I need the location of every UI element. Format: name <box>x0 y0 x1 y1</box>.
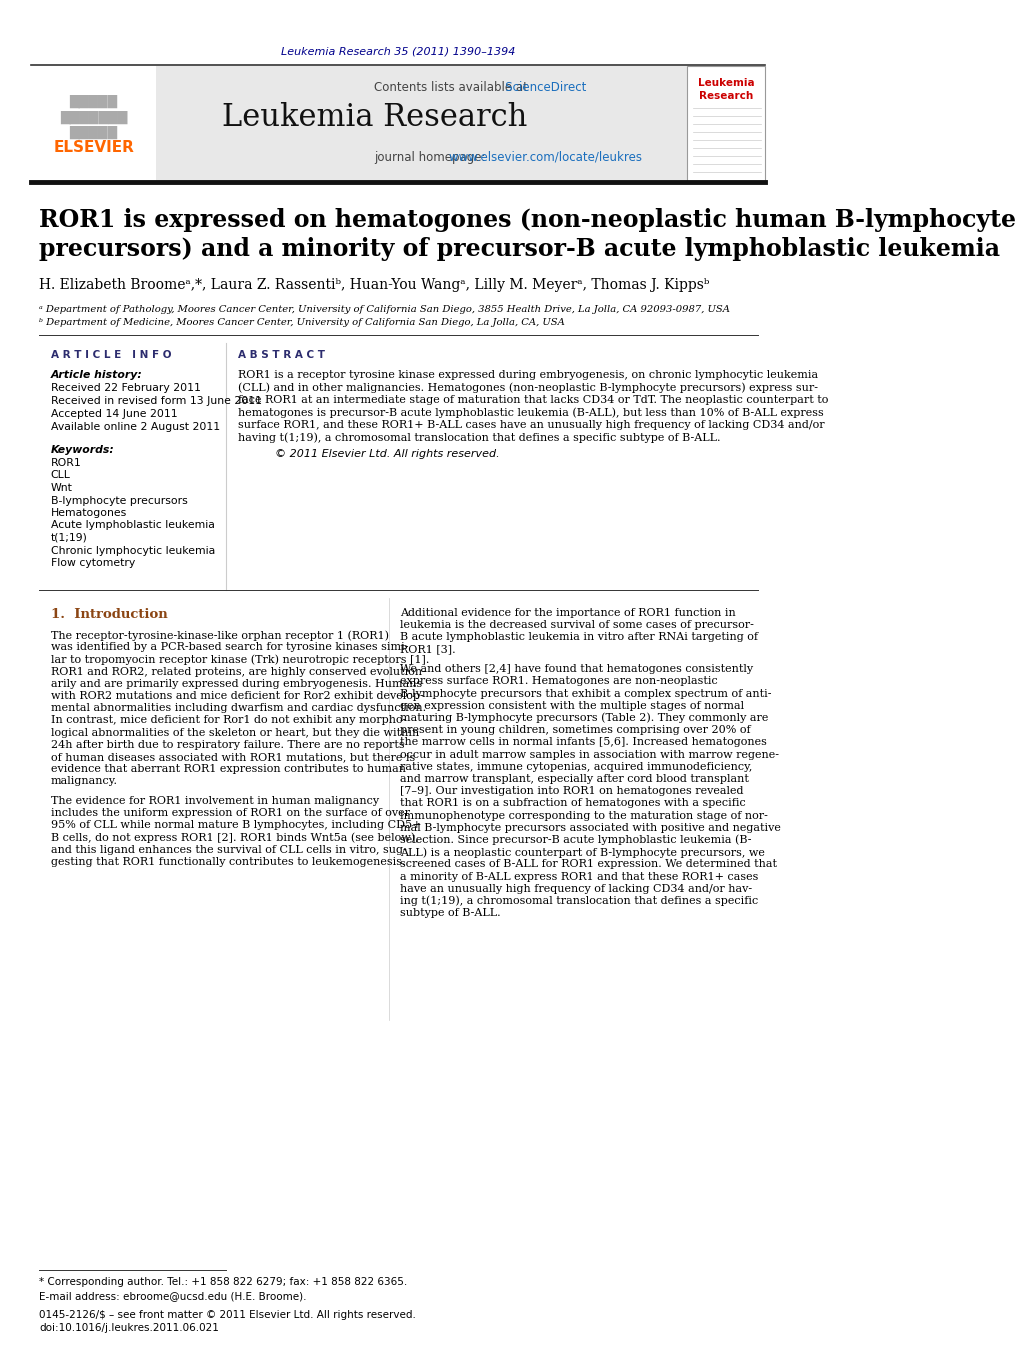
Text: evidence that aberrant ROR1 expression contributes to human: evidence that aberrant ROR1 expression c… <box>51 765 405 774</box>
Text: Chronic lymphocytic leukemia: Chronic lymphocytic leukemia <box>51 546 215 555</box>
Text: The evidence for ROR1 involvement in human malignancy: The evidence for ROR1 involvement in hum… <box>51 796 379 807</box>
Text: precursors) and a minority of precursor-B acute lymphoblastic leukemia: precursors) and a minority of precursor-… <box>39 236 1000 261</box>
Text: leukemia is the decreased survival of some cases of precursor-: leukemia is the decreased survival of so… <box>400 620 755 630</box>
Text: Wnt: Wnt <box>51 484 72 493</box>
Text: rative states, immune cytopenias, acquired immunodeficiency,: rative states, immune cytopenias, acquir… <box>400 762 752 771</box>
Text: malignancy.: malignancy. <box>51 777 117 786</box>
Text: gen expression consistent with the multiple stages of normal: gen expression consistent with the multi… <box>400 701 744 711</box>
Text: Hematogones: Hematogones <box>51 508 127 517</box>
Text: ROR1 [3].: ROR1 [3]. <box>400 644 455 655</box>
Text: ᵃ Department of Pathology, Moores Cancer Center, University of California San Di: ᵃ Department of Pathology, Moores Cancer… <box>39 305 730 313</box>
Text: selection. Since precursor-B acute lymphoblastic leukemia (B-: selection. Since precursor-B acute lymph… <box>400 835 751 846</box>
Text: 0145-2126/$ – see front matter © 2011 Elsevier Ltd. All rights reserved.: 0145-2126/$ – see front matter © 2011 El… <box>39 1310 416 1320</box>
Text: The receptor-tyrosine-kinase-like orphan receptor 1 (ROR1): The receptor-tyrosine-kinase-like orphan… <box>51 630 389 640</box>
Text: Available online 2 August 2011: Available online 2 August 2011 <box>51 422 220 432</box>
Text: present in young children, sometimes comprising over 20% of: present in young children, sometimes com… <box>400 725 750 735</box>
Text: arily and are primarily expressed during embryogenesis. Humans: arily and are primarily expressed during… <box>51 678 422 689</box>
Text: A R T I C L E   I N F O: A R T I C L E I N F O <box>51 350 172 359</box>
Text: ELSEVIER: ELSEVIER <box>53 141 134 155</box>
Text: ROR1: ROR1 <box>51 458 82 467</box>
Text: B acute lymphoblastic leukemia in vitro after RNAi targeting of: B acute lymphoblastic leukemia in vitro … <box>400 632 759 642</box>
Text: a minority of B-ALL express ROR1 and that these ROR1+ cases: a minority of B-ALL express ROR1 and tha… <box>400 871 759 881</box>
Text: Leukemia Research 35 (2011) 1390–1394: Leukemia Research 35 (2011) 1390–1394 <box>282 47 516 57</box>
Text: Received in revised form 13 June 2011: Received in revised form 13 June 2011 <box>51 396 261 407</box>
Text: Keywords:: Keywords: <box>51 444 114 455</box>
Text: CLL: CLL <box>51 470 70 481</box>
Text: mental abnormalities including dwarfism and cardiac dysfunction.: mental abnormalities including dwarfism … <box>51 704 426 713</box>
Text: www.elsevier.com/locate/leukres: www.elsevier.com/locate/leukres <box>375 150 642 163</box>
Text: screened cases of B-ALL for ROR1 expression. We determined that: screened cases of B-ALL for ROR1 express… <box>400 859 777 869</box>
Text: B-lymphocyte precursors: B-lymphocyte precursors <box>51 496 188 505</box>
Text: lar to tropomyocin receptor kinase (Trk) neurotropic receptors [1].: lar to tropomyocin receptor kinase (Trk)… <box>51 654 429 665</box>
Text: ROR1 and ROR2, related proteins, are highly conserved evolution-: ROR1 and ROR2, related proteins, are hig… <box>51 666 426 677</box>
Text: includes the uniform expression of ROR1 on the surface of over: includes the uniform expression of ROR1 … <box>51 808 409 819</box>
Text: * Corresponding author. Tel.: +1 858 822 6279; fax: +1 858 822 6365.: * Corresponding author. Tel.: +1 858 822… <box>39 1277 407 1288</box>
Text: H. Elizabeth Broomeᵃ,*, Laura Z. Rassentiᵇ, Huan-You Wangᵃ, Lilly M. Meyerᵃ, Tho: H. Elizabeth Broomeᵃ,*, Laura Z. Rassent… <box>39 278 710 292</box>
Text: E-mail address: ebroome@ucsd.edu (H.E. Broome).: E-mail address: ebroome@ucsd.edu (H.E. B… <box>39 1292 306 1301</box>
Text: the marrow cells in normal infants [5,6]. Increased hematogones: the marrow cells in normal infants [5,6]… <box>400 738 767 747</box>
Text: hematogones is precursor-B acute lymphoblastic leukemia (B-ALL), but less than 1: hematogones is precursor-B acute lymphob… <box>238 408 824 417</box>
Text: ROR1 is a receptor tyrosine kinase expressed during embryogenesis, on chronic ly: ROR1 is a receptor tyrosine kinase expre… <box>238 370 818 380</box>
Text: Leukemia Research: Leukemia Research <box>222 103 527 134</box>
Text: Research: Research <box>699 91 753 101</box>
Text: ᵇ Department of Medicine, Moores Cancer Center, University of California San Die: ᵇ Department of Medicine, Moores Cancer … <box>39 317 565 327</box>
Text: subtype of B-ALL.: subtype of B-ALL. <box>400 908 501 919</box>
Text: Leukemia: Leukemia <box>698 78 755 88</box>
Text: journal homepage:: journal homepage: <box>375 150 490 163</box>
Text: doi:10.1016/j.leukres.2011.06.021: doi:10.1016/j.leukres.2011.06.021 <box>39 1323 218 1333</box>
Text: ScienceDirect: ScienceDirect <box>375 81 587 95</box>
Text: We and others [2,4] have found that hematogones consistently: We and others [2,4] have found that hema… <box>400 665 753 674</box>
Text: logical abnormalities of the skeleton or heart, but they die within: logical abnormalities of the skeleton or… <box>51 728 419 738</box>
Text: Received 22 February 2011: Received 22 February 2011 <box>51 382 200 393</box>
Text: face ROR1 at an intermediate stage of maturation that lacks CD34 or TdT. The neo: face ROR1 at an intermediate stage of ma… <box>238 394 828 405</box>
Text: Additional evidence for the importance of ROR1 function in: Additional evidence for the importance o… <box>400 608 736 617</box>
Text: B-lymphocyte precursors that exhibit a complex spectrum of anti-: B-lymphocyte precursors that exhibit a c… <box>400 689 772 698</box>
Text: ALL) is a neoplastic counterpart of B-lymphocyte precursors, we: ALL) is a neoplastic counterpart of B-ly… <box>400 847 765 858</box>
Text: mal B-lymphocyte precursors associated with positive and negative: mal B-lymphocyte precursors associated w… <box>400 823 781 832</box>
Text: Flow cytometry: Flow cytometry <box>51 558 135 567</box>
Text: © 2011 Elsevier Ltd. All rights reserved.: © 2011 Elsevier Ltd. All rights reserved… <box>275 449 499 459</box>
Text: surface ROR1, and these ROR1+ B-ALL cases have an unusually high frequency of la: surface ROR1, and these ROR1+ B-ALL case… <box>238 420 825 430</box>
Text: 1.  Introduction: 1. Introduction <box>51 608 167 621</box>
Text: that ROR1 is on a subfraction of hematogones with a specific: that ROR1 is on a subfraction of hematog… <box>400 798 746 808</box>
Text: 24h after birth due to respiratory failure. There are no reports: 24h after birth due to respiratory failu… <box>51 740 404 750</box>
Text: ROR1 is expressed on hematogones (non-neoplastic human B-lymphocyte: ROR1 is expressed on hematogones (non-ne… <box>39 208 1016 232</box>
Text: Accepted 14 June 2011: Accepted 14 June 2011 <box>51 409 178 419</box>
Text: In contrast, mice deficient for Ror1 do not exhibit any morpho-: In contrast, mice deficient for Ror1 do … <box>51 716 406 725</box>
Text: Article history:: Article history: <box>51 370 143 380</box>
FancyBboxPatch shape <box>32 66 687 182</box>
Text: was identified by a PCR-based search for tyrosine kinases simi-: was identified by a PCR-based search for… <box>51 642 408 653</box>
Text: t(1;19): t(1;19) <box>51 534 88 543</box>
Text: occur in adult marrow samples in association with marrow regene-: occur in adult marrow samples in associa… <box>400 750 779 759</box>
Text: maturing B-lymphocyte precursors (Table 2). They commonly are: maturing B-lymphocyte precursors (Table … <box>400 713 769 724</box>
Text: having t(1;19), a chromosomal translocation that defines a specific subtype of B: having t(1;19), a chromosomal translocat… <box>238 432 721 443</box>
Text: express surface ROR1. Hematogones are non-neoplastic: express surface ROR1. Hematogones are no… <box>400 677 718 686</box>
Text: and marrow transplant, especially after cord blood transplant: and marrow transplant, especially after … <box>400 774 749 784</box>
Text: and this ligand enhances the survival of CLL cells in vitro, sug-: and this ligand enhances the survival of… <box>51 844 406 855</box>
Text: 95% of CLL while normal mature B lymphocytes, including CD5+: 95% of CLL while normal mature B lymphoc… <box>51 820 422 831</box>
Text: of human diseases associated with ROR1 mutations, but there is: of human diseases associated with ROR1 m… <box>51 753 415 762</box>
FancyBboxPatch shape <box>687 66 766 182</box>
FancyBboxPatch shape <box>32 66 156 182</box>
Text: Contents lists available at: Contents lists available at <box>375 81 532 95</box>
Text: (CLL) and in other malignancies. Hematogones (non-neoplastic B-lymphocyte precur: (CLL) and in other malignancies. Hematog… <box>238 382 818 393</box>
Text: B cells, do not express ROR1 [2]. ROR1 binds Wnt5a (see below),: B cells, do not express ROR1 [2]. ROR1 b… <box>51 832 419 843</box>
Text: A B S T R A C T: A B S T R A C T <box>238 350 325 359</box>
Text: have an unusually high frequency of lacking CD34 and/or hav-: have an unusually high frequency of lack… <box>400 884 752 894</box>
Text: Acute lymphoblastic leukemia: Acute lymphoblastic leukemia <box>51 520 214 531</box>
Text: █████
███████
█████: █████ ███████ █████ <box>60 95 128 139</box>
Text: gesting that ROR1 functionally contributes to leukemogenesis.: gesting that ROR1 functionally contribut… <box>51 857 405 867</box>
Text: immunophenotype corresponding to the maturation stage of nor-: immunophenotype corresponding to the mat… <box>400 811 768 820</box>
Text: ing t(1;19), a chromosomal translocation that defines a specific: ing t(1;19), a chromosomal translocation… <box>400 896 759 907</box>
Text: with ROR2 mutations and mice deficient for Ror2 exhibit develop-: with ROR2 mutations and mice deficient f… <box>51 690 424 701</box>
Text: [7–9]. Our investigation into ROR1 on hematogones revealed: [7–9]. Our investigation into ROR1 on he… <box>400 786 743 796</box>
